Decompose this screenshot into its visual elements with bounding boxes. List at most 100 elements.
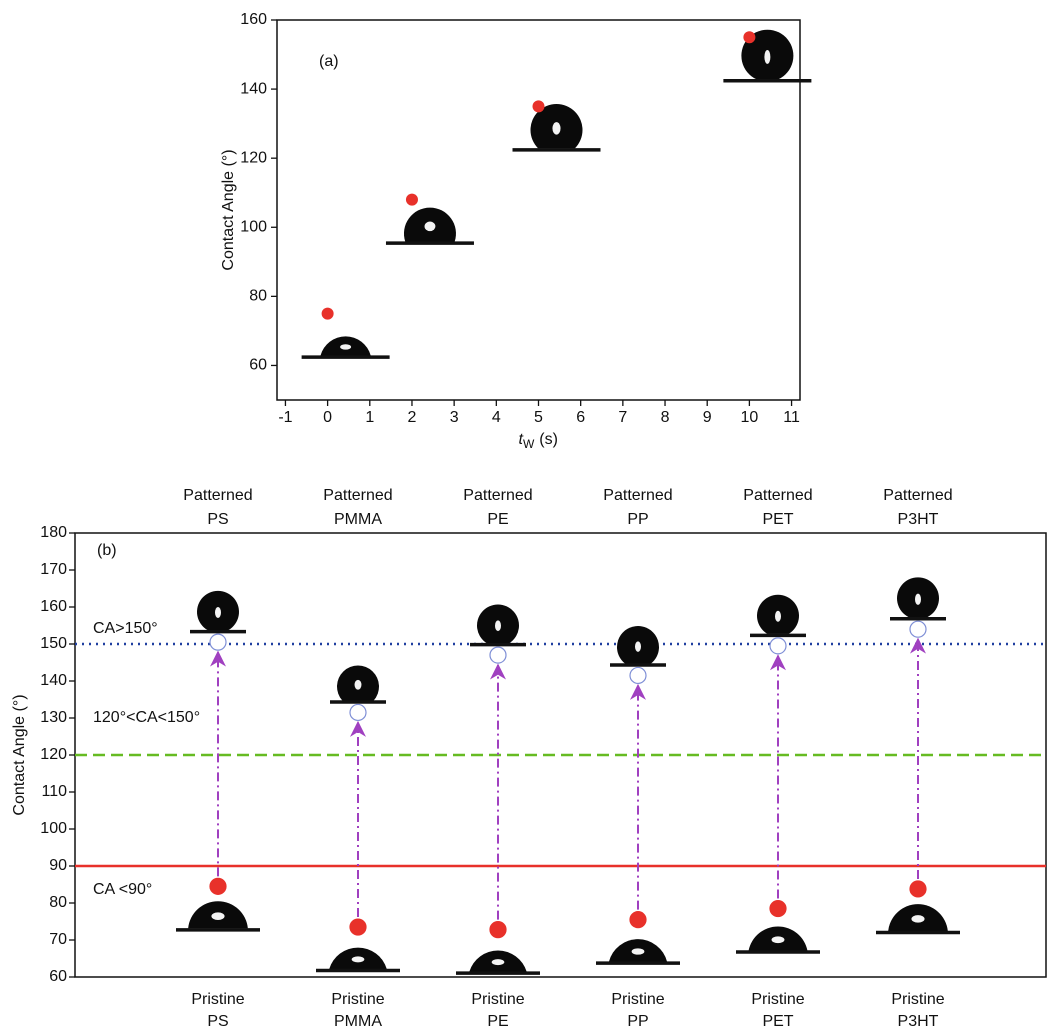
hollow-point [490, 647, 506, 663]
droplet-highlight [915, 594, 921, 605]
y-tick-label: 110 [41, 783, 67, 800]
panel-label: (a) [319, 53, 339, 70]
hollow-point [210, 634, 226, 650]
y-tick-label: 180 [40, 524, 67, 541]
hollow-point [770, 638, 786, 654]
series-name: Patterned [883, 487, 952, 504]
category-name: PS [207, 511, 228, 528]
y-tick-label: 150 [40, 635, 67, 652]
bottom-category-label: PristinePE [471, 991, 524, 1030]
droplet-highlight [635, 641, 641, 651]
y-tick-label: 80 [49, 894, 67, 911]
x-label-subscript: W [523, 437, 535, 451]
y-axis-label: Contact Angle (°) [220, 149, 237, 270]
x-label-unit: (s) [539, 431, 558, 448]
category-name: PMMA [334, 511, 382, 528]
y-tick-label: 130 [40, 709, 67, 726]
droplet-highlight [355, 680, 362, 690]
bottom-category-label: Pristine P3HT [891, 991, 944, 1030]
droplet [470, 604, 526, 644]
data-point [490, 922, 506, 938]
y-tick-label: 140 [40, 672, 67, 689]
x-tick-label: 6 [576, 409, 585, 426]
category-name: P3HT [898, 1013, 939, 1030]
hollow-point [630, 667, 646, 683]
series-name: Patterned [603, 487, 672, 504]
x-tick-label: 11 [783, 409, 800, 426]
x-tick-label: 3 [450, 409, 459, 426]
reference-label: CA <90° [93, 881, 152, 898]
category-name: PE [487, 1013, 508, 1030]
droplet [723, 30, 811, 81]
x-tick-label: 4 [492, 409, 501, 426]
droplet [890, 577, 946, 618]
y-tick-label: 60 [49, 968, 67, 985]
y-tick-label: 160 [40, 598, 67, 615]
series-name: Pristine [611, 991, 664, 1008]
x-tick-label: -1 [278, 409, 292, 426]
y-axis-label: Contact Angle (°) [11, 694, 28, 815]
y-tick-label: 80 [249, 288, 267, 305]
series-name: Pristine [191, 991, 244, 1008]
category-name: PS [207, 1013, 228, 1030]
droplet-highlight [552, 122, 560, 134]
y-tick-label: 100 [240, 218, 267, 235]
droplet-highlight [495, 620, 501, 631]
data-point [770, 901, 786, 917]
droplet [736, 927, 820, 953]
droplet-highlight [340, 344, 351, 349]
bottom-category-label: PristinePMMA [331, 991, 384, 1030]
x-tick-label: 1 [365, 409, 374, 426]
droplet-highlight [352, 956, 365, 962]
figure: -1012345678910116080100120140160(a)Conta… [0, 0, 1047, 1030]
category-name: PMMA [334, 1013, 382, 1030]
x-tick-label: 10 [740, 409, 758, 426]
droplet [176, 901, 260, 930]
bottom-category-label: Pristine PET [751, 991, 804, 1030]
hollow-point [350, 704, 366, 720]
droplet-highlight [425, 222, 436, 232]
droplet [610, 626, 666, 665]
x-tick-label: 5 [534, 409, 543, 426]
droplet-highlight [215, 607, 221, 618]
droplet [750, 595, 806, 636]
droplet [190, 591, 246, 632]
droplet [596, 939, 680, 963]
y-tick-label: 120 [240, 149, 267, 166]
category-name: PET [762, 1013, 793, 1030]
hollow-point [910, 621, 926, 637]
top-category-label: Patterned PMMA [323, 487, 392, 528]
data-point [406, 194, 418, 206]
reference-label: CA>150° [93, 620, 158, 637]
y-tick-label: 170 [40, 561, 67, 578]
category-name: PP [627, 1013, 648, 1030]
droplet [330, 666, 386, 702]
series-name: Pristine [891, 991, 944, 1008]
y-tick-label: 100 [40, 820, 67, 837]
y-tick-label: 140 [240, 80, 267, 97]
series-name: Patterned [743, 487, 812, 504]
x-tick-label: 8 [661, 409, 670, 426]
droplet-highlight [772, 936, 785, 943]
y-tick-label: 70 [49, 931, 67, 948]
data-point [743, 31, 755, 43]
droplet-highlight [632, 948, 645, 954]
data-point [630, 912, 646, 928]
category-name: P3HT [898, 511, 939, 528]
top-category-label: PatternedPS [183, 487, 252, 528]
x-axis-label: tW(s) [519, 431, 558, 451]
x-tick-label: 7 [618, 409, 627, 426]
panel-label: (b) [97, 542, 117, 559]
x-tick-label: 9 [703, 409, 712, 426]
top-category-label: Patterned P3HT [883, 487, 952, 528]
top-category-label: PatternedPE [463, 487, 532, 528]
data-point [910, 881, 926, 897]
bottom-category-label: Pristine PP [611, 991, 664, 1030]
y-tick-label: 120 [40, 746, 67, 763]
reference-label: 120°<CA<150° [93, 709, 200, 726]
y-tick-label: 60 [249, 357, 267, 374]
series-name: Patterned [323, 487, 392, 504]
droplet [513, 104, 601, 150]
category-name: PP [627, 511, 648, 528]
series-name: Pristine [751, 991, 804, 1008]
